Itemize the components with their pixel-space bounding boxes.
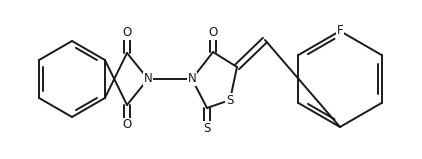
Text: O: O [122,27,132,39]
Text: N: N [188,73,196,86]
Text: F: F [337,24,344,38]
Text: S: S [203,121,211,135]
Text: O: O [122,118,132,131]
Text: N: N [143,73,152,86]
Text: O: O [208,27,218,39]
Text: S: S [226,93,234,107]
